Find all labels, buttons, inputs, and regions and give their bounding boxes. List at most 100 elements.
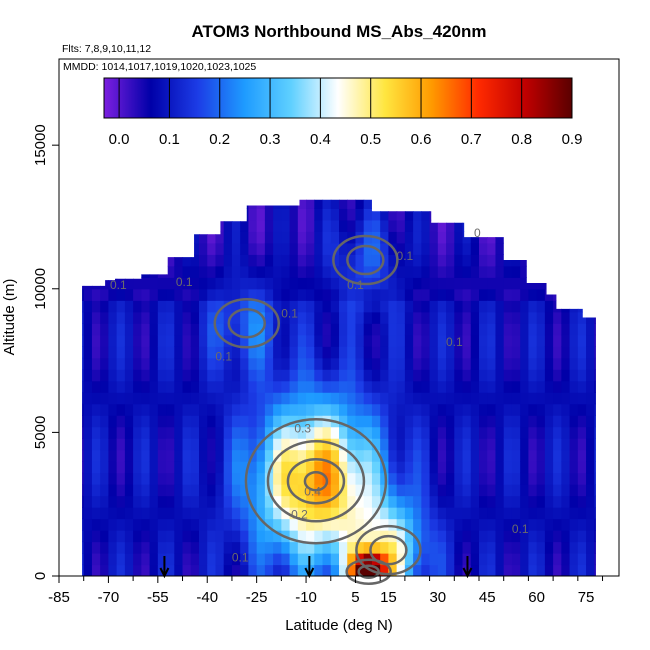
heatmap-cell <box>330 495 340 508</box>
heatmap-cell <box>388 553 398 566</box>
heatmap-cell <box>536 564 546 576</box>
heatmap-cell <box>82 495 85 508</box>
heatmap-cell <box>190 495 200 508</box>
contour-line <box>355 524 422 576</box>
heatmap-cell <box>207 185 216 197</box>
heatmap-cell <box>479 346 488 359</box>
heatmap-cell <box>396 392 406 405</box>
heatmap-cell <box>166 392 175 405</box>
heatmap-cell <box>421 300 431 313</box>
heatmap-cell <box>569 242 579 255</box>
heatmap-cell <box>594 403 596 416</box>
heatmap-cell <box>511 518 521 531</box>
heatmap-cell <box>536 495 546 508</box>
heatmap-cell <box>83 392 93 405</box>
heatmap-cell <box>536 334 546 347</box>
heatmap-cell <box>207 369 217 382</box>
heatmap-cell <box>289 564 299 576</box>
heatmap-cell <box>355 392 365 405</box>
heatmap-cell <box>100 208 110 221</box>
heatmap-cell <box>297 219 307 232</box>
heatmap-cell <box>289 518 299 531</box>
heatmap-cell <box>577 449 587 462</box>
heatmap-cell <box>495 495 505 508</box>
heatmap-cell <box>223 380 233 393</box>
heatmap-cell <box>577 231 587 244</box>
heatmap-cell <box>536 231 546 244</box>
heatmap-cell <box>339 311 348 324</box>
heatmap-cell <box>561 403 571 416</box>
heatmap-cell <box>297 403 307 416</box>
heatmap-cell <box>553 277 562 290</box>
heatmap-cell <box>479 199 488 209</box>
heatmap-cell <box>314 507 324 520</box>
heatmap-cell <box>347 288 357 301</box>
heatmap-cell <box>388 484 398 497</box>
heatmap-cell <box>141 495 151 508</box>
heatmap-cell <box>190 300 200 313</box>
heatmap-cell <box>314 380 324 393</box>
heatmap-cell <box>429 300 439 313</box>
contour-lines: 0.1 0.10.10.10.10.10.10.30.40.20.10.10 <box>110 226 529 585</box>
heatmap-cell <box>133 461 142 474</box>
heatmap-cell <box>182 403 192 416</box>
heatmap-cell <box>495 231 505 244</box>
heatmap-cell <box>82 518 85 531</box>
heatmap-cell <box>594 265 596 278</box>
heatmap-cell <box>240 185 249 197</box>
heatmap-cell <box>388 438 398 451</box>
heatmap-cell <box>355 438 365 451</box>
heatmap-cell <box>429 369 439 382</box>
heatmap-cell <box>569 426 579 439</box>
heatmap-cell <box>462 311 472 324</box>
heatmap-cell <box>108 426 118 439</box>
heatmap-cell <box>240 334 250 347</box>
heatmap-cell <box>380 185 389 197</box>
heatmap-cell <box>503 461 513 474</box>
heatmap-cell <box>586 564 595 576</box>
heatmap-cell <box>380 265 390 278</box>
heatmap-cell <box>544 380 554 393</box>
heatmap-cell <box>306 380 315 393</box>
heatmap-cell <box>108 219 118 232</box>
heatmap-cell <box>215 346 225 359</box>
heatmap-cell <box>84 185 93 197</box>
heatmap-cell <box>124 346 134 359</box>
heatmap-cell <box>437 530 447 543</box>
heatmap-cell <box>124 507 134 520</box>
heatmap-cell <box>248 438 258 451</box>
heatmap-cell <box>561 507 571 520</box>
heatmap-cell <box>470 484 480 497</box>
heatmap-cell <box>347 380 357 393</box>
heatmap-cell <box>281 311 291 324</box>
heatmap-cell <box>594 392 596 405</box>
heatmap-cell <box>528 564 538 576</box>
heatmap-cell <box>421 518 431 531</box>
heatmap-cell <box>240 199 250 209</box>
x-tick-label: -85 <box>48 589 70 606</box>
heatmap-cell <box>495 564 505 576</box>
heatmap-cell <box>446 507 455 520</box>
heatmap-cell <box>479 426 488 439</box>
heatmap-cell <box>116 380 126 393</box>
heatmap-cell <box>215 369 225 382</box>
heatmap-cell <box>561 426 571 439</box>
x-tick-label: -25 <box>246 589 268 606</box>
heatmap-cell <box>248 403 258 416</box>
heatmap-cell <box>215 334 225 347</box>
heatmap-cell <box>569 415 579 428</box>
heatmap-cell <box>380 288 390 301</box>
heatmap-cell <box>306 254 315 267</box>
heatmap-cell <box>82 346 85 359</box>
heatmap-cell <box>437 369 447 382</box>
heatmap-cell <box>133 380 142 393</box>
heatmap-cell <box>586 219 595 232</box>
heatmap-cell <box>520 231 530 244</box>
heatmap-cell <box>273 300 282 313</box>
heatmap-cell <box>240 369 250 382</box>
heatmap-cell <box>157 199 167 209</box>
heatmap-cell <box>339 426 348 439</box>
heatmap-cell <box>82 461 85 474</box>
heatmap-cell <box>487 449 497 462</box>
heatmap-cell <box>347 461 357 474</box>
